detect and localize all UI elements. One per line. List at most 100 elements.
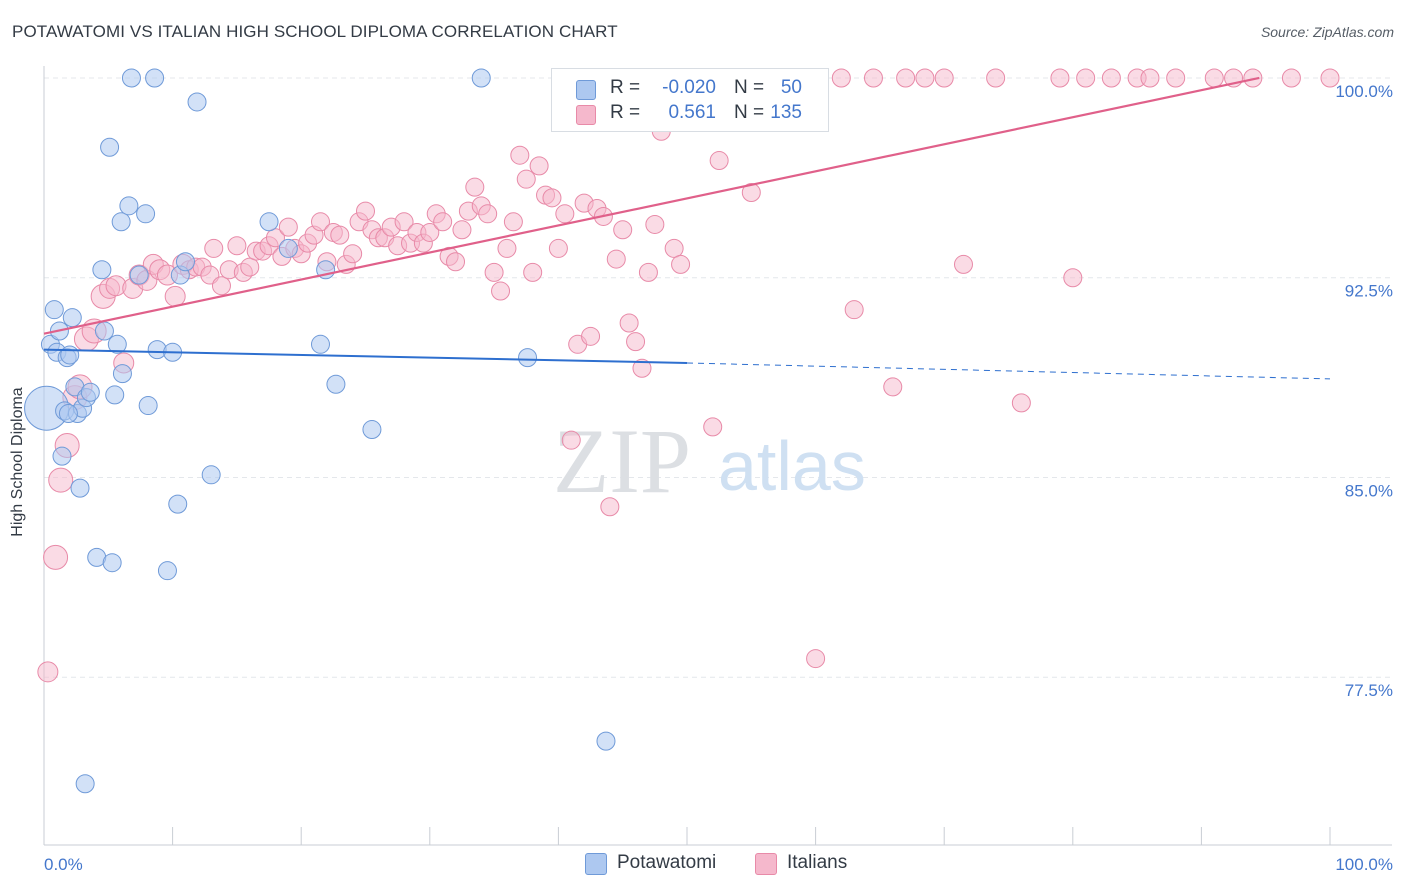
italians-points <box>37 68 1340 683</box>
italians-point <box>934 68 954 88</box>
potawatomi-point <box>60 345 80 365</box>
italians-point <box>1140 68 1160 88</box>
italians-point <box>503 212 523 232</box>
italians-point <box>638 262 658 282</box>
potawatomi-point <box>44 300 64 320</box>
legend-n-label: N = <box>734 102 765 123</box>
italians-point <box>561 430 581 450</box>
potawatomi-point <box>112 364 132 384</box>
legend-n-value: 135 <box>770 102 802 123</box>
x-tick-label-max: 100.0% <box>1335 855 1393 874</box>
italians-point <box>831 68 851 88</box>
italians-point <box>606 249 626 269</box>
watermark-zip: ZIP <box>553 410 691 512</box>
stats-legend: R = -0.020 N = 50 R = 0.561 N = 135 <box>551 68 829 132</box>
potawatomi-point <box>136 204 156 224</box>
potawatomi-point <box>175 252 195 272</box>
potawatomi-point <box>278 238 298 258</box>
axes <box>43 66 1392 846</box>
bottom-legend-swatch-pink <box>755 853 777 875</box>
potawatomi-point <box>310 334 330 354</box>
italians-point <box>516 169 536 189</box>
y-tick-label: 85.0% <box>1345 481 1393 500</box>
italians-point <box>883 377 903 397</box>
bottom-legend-label: Italians <box>787 852 848 873</box>
italians-point <box>204 238 224 258</box>
potawatomi-point <box>105 385 125 405</box>
potawatomi-point <box>92 260 112 280</box>
italians-point <box>484 262 504 282</box>
legend-r-label: R = <box>610 102 641 123</box>
potawatomi-point <box>259 212 279 232</box>
potawatomi-point <box>100 137 120 157</box>
italians-point <box>478 204 498 224</box>
italians-point <box>491 281 511 301</box>
italians-point <box>896 68 916 88</box>
italians-point <box>613 220 633 240</box>
legend-row-potawatomi: R = -0.020 N = 50 <box>552 76 828 102</box>
potawatomi-point <box>362 420 382 440</box>
legend-r-value: -0.020 <box>662 77 716 98</box>
legend-r-label: R = <box>610 77 641 98</box>
italians-point <box>1050 68 1070 88</box>
italians-point <box>240 257 260 277</box>
potawatomi-point <box>596 731 616 751</box>
potawatomi-point <box>119 196 139 216</box>
italians-point <box>619 313 639 333</box>
italians-point <box>43 544 69 570</box>
italians-point <box>1166 68 1186 88</box>
italians-point <box>741 183 761 202</box>
italians-point <box>48 467 74 493</box>
italians-point <box>343 244 363 264</box>
potawatomi-trend-line <box>43 348 688 364</box>
italians-point <box>542 188 562 208</box>
italians-point <box>164 285 186 307</box>
italians-point <box>632 358 652 378</box>
potawatomi-point <box>168 494 188 514</box>
legend-r-value: 0.561 <box>668 102 716 123</box>
italians-point <box>446 252 466 272</box>
italians-point <box>709 151 729 171</box>
legend-n-label: N = <box>734 77 765 98</box>
italians-point <box>211 276 231 296</box>
italians-point <box>420 222 440 242</box>
trend-lines <box>43 76 1331 380</box>
potawatomi-point <box>145 68 165 88</box>
potawatomi-trend-extension <box>686 362 1331 380</box>
tick-labels: 77.5% 85.0% 92.5% 100.0% 0.0% 100.0% <box>44 82 1393 874</box>
italians-point <box>523 262 543 282</box>
potawatomi-point <box>111 212 131 232</box>
italians-point <box>986 68 1006 88</box>
italians-point <box>703 417 723 437</box>
potawatomi-point <box>70 478 90 498</box>
legend-row-italians: R = 0.561 N = 135 <box>552 101 828 127</box>
y-axis-label: High School Diploma <box>9 387 26 537</box>
potawatomi-point <box>157 561 177 581</box>
potawatomi-point <box>129 265 149 285</box>
watermark-atlas: atlas <box>718 427 866 505</box>
potawatomi-point <box>94 321 114 341</box>
italians-point <box>452 220 472 240</box>
potawatomi-point <box>102 553 122 573</box>
italians-point <box>465 177 485 197</box>
italians-point <box>1011 393 1031 413</box>
italians-point <box>330 225 350 245</box>
italians-point <box>1243 68 1263 88</box>
bottom-legend-swatch-blue <box>585 853 607 875</box>
potawatomi-point <box>75 774 95 794</box>
italians-point <box>394 212 414 232</box>
italians-point <box>645 214 665 234</box>
italians-point <box>1320 68 1340 88</box>
italians-point <box>278 217 298 237</box>
italians-point <box>310 212 330 232</box>
potawatomi-point <box>121 68 141 88</box>
legend-swatch-blue <box>576 80 596 100</box>
legend-swatch-pink <box>576 105 596 125</box>
italians-point <box>581 326 601 346</box>
italians-point <box>548 238 568 258</box>
italians-point <box>510 145 530 165</box>
italians-point <box>844 300 864 320</box>
italians-point <box>806 649 826 669</box>
italians-point <box>671 254 691 274</box>
